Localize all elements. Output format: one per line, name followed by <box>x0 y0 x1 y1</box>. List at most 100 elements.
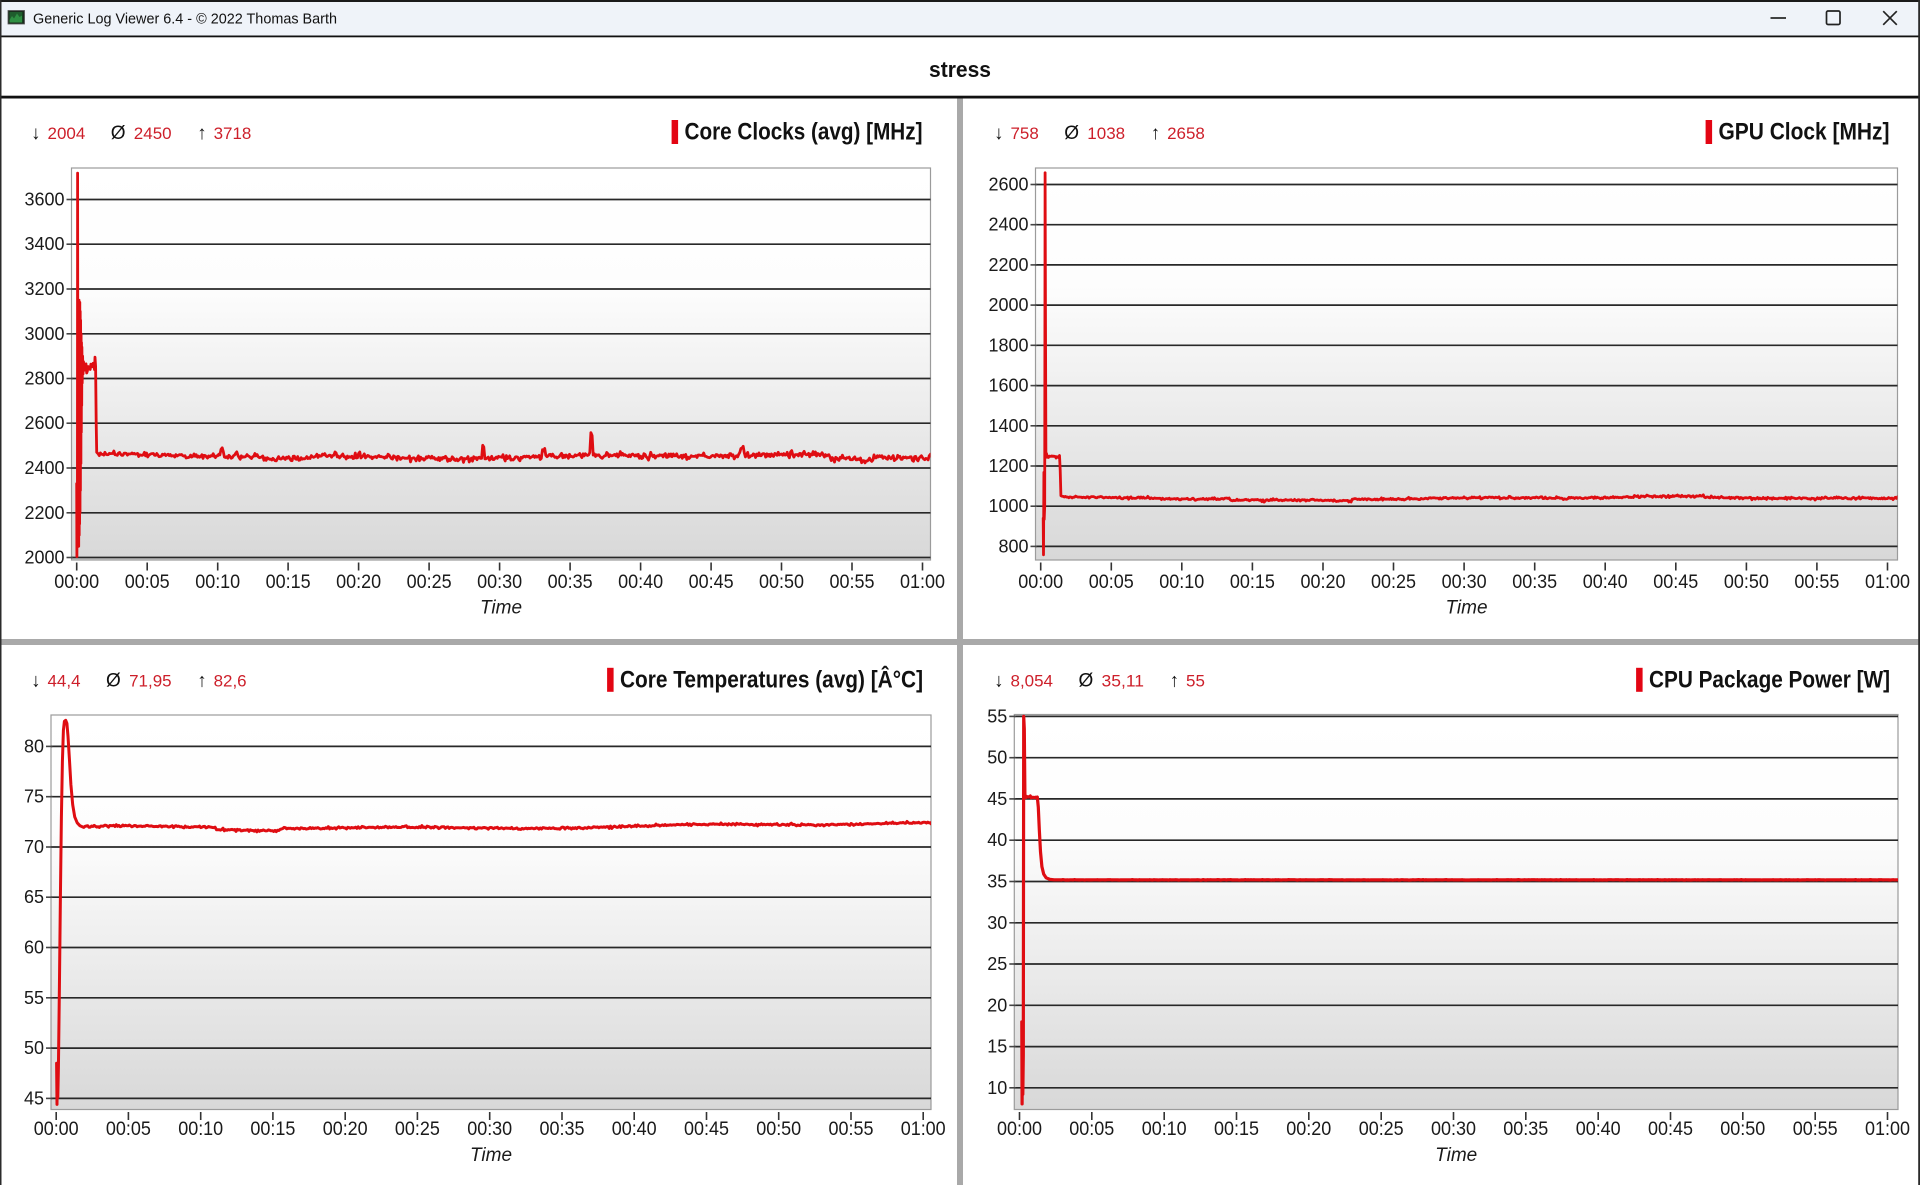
svg-text:01:00: 01:00 <box>901 1119 946 1140</box>
svg-text:00:05: 00:05 <box>106 1119 151 1140</box>
svg-text:2600: 2600 <box>989 175 1029 195</box>
svg-text:2200: 2200 <box>989 255 1029 275</box>
svg-text:00:45: 00:45 <box>689 572 734 593</box>
svg-text:75: 75 <box>24 787 44 807</box>
svg-text:45: 45 <box>987 789 1007 809</box>
svg-text:00:50: 00:50 <box>1720 1119 1765 1140</box>
svg-text:00:55: 00:55 <box>830 572 875 593</box>
svg-text:1600: 1600 <box>989 376 1029 396</box>
svg-text:00:50: 00:50 <box>756 1119 801 1140</box>
svg-text:00:30: 00:30 <box>1442 572 1487 593</box>
svg-text:00:10: 00:10 <box>178 1119 223 1140</box>
svg-text:↑: ↑ <box>1151 123 1161 144</box>
svg-text:2200: 2200 <box>25 503 65 523</box>
svg-text:00:40: 00:40 <box>618 572 663 593</box>
svg-text:82,6: 82,6 <box>214 672 247 691</box>
svg-text:00:20: 00:20 <box>323 1119 368 1140</box>
svg-text:2400: 2400 <box>989 215 1029 235</box>
svg-text:00:10: 00:10 <box>1142 1119 1187 1140</box>
svg-text:00:35: 00:35 <box>1512 572 1557 593</box>
svg-text:Ø: Ø <box>106 671 121 692</box>
svg-text:00:00: 00:00 <box>34 1119 79 1140</box>
svg-text:00:25: 00:25 <box>395 1119 440 1140</box>
svg-text:00:00: 00:00 <box>54 572 99 593</box>
svg-text:00:55: 00:55 <box>829 1119 874 1140</box>
svg-text:stress: stress <box>929 57 991 82</box>
svg-text:00:05: 00:05 <box>1089 572 1134 593</box>
svg-text:↓: ↓ <box>31 123 41 144</box>
svg-text:00:15: 00:15 <box>1230 572 1275 593</box>
svg-text:00:20: 00:20 <box>1301 572 1346 593</box>
svg-text:00:35: 00:35 <box>1503 1119 1548 1140</box>
svg-text:10: 10 <box>987 1078 1007 1098</box>
svg-text:55: 55 <box>1186 672 1205 691</box>
svg-text:3000: 3000 <box>25 324 65 344</box>
svg-text:GPU Clock [MHz]: GPU Clock [MHz] <box>1719 119 1890 146</box>
svg-text:35: 35 <box>987 872 1007 892</box>
svg-text:55: 55 <box>987 706 1007 726</box>
svg-text:↓: ↓ <box>994 671 1004 692</box>
svg-text:CPU Package Power [W]: CPU Package Power [W] <box>1649 666 1890 693</box>
svg-text:01:00: 01:00 <box>1865 572 1910 593</box>
svg-text:35,11: 35,11 <box>1102 672 1145 691</box>
svg-text:00:20: 00:20 <box>1286 1119 1331 1140</box>
svg-text:44,4: 44,4 <box>48 672 81 691</box>
svg-text:00:40: 00:40 <box>1576 1119 1621 1140</box>
svg-text:Time: Time <box>480 598 522 619</box>
svg-text:00:40: 00:40 <box>1583 572 1628 593</box>
svg-text:15: 15 <box>987 1037 1007 1057</box>
svg-text:Time: Time <box>470 1145 512 1166</box>
svg-text:3600: 3600 <box>25 190 65 210</box>
svg-text:1200: 1200 <box>989 456 1029 476</box>
svg-text:3400: 3400 <box>25 234 65 254</box>
svg-text:2000: 2000 <box>25 548 65 568</box>
svg-text:800: 800 <box>999 536 1029 556</box>
svg-text:00:50: 00:50 <box>1724 572 1769 593</box>
svg-text:8,054: 8,054 <box>1011 672 1054 691</box>
svg-text:1000: 1000 <box>989 496 1029 516</box>
svg-text:20: 20 <box>987 995 1007 1015</box>
svg-text:30: 30 <box>987 913 1007 933</box>
svg-text:1800: 1800 <box>989 335 1029 355</box>
svg-text:Ø: Ø <box>111 123 126 144</box>
svg-text:00:10: 00:10 <box>195 572 240 593</box>
svg-text:00:25: 00:25 <box>407 572 452 593</box>
svg-text:00:30: 00:30 <box>477 572 522 593</box>
svg-text:Time: Time <box>1435 1145 1477 1166</box>
svg-text:00:40: 00:40 <box>612 1119 657 1140</box>
svg-text:00:25: 00:25 <box>1359 1119 1404 1140</box>
svg-text:01:00: 01:00 <box>900 572 945 593</box>
svg-text:00:55: 00:55 <box>1794 572 1839 593</box>
svg-text:00:25: 00:25 <box>1371 572 1416 593</box>
svg-text:00:30: 00:30 <box>467 1119 512 1140</box>
svg-text:00:35: 00:35 <box>548 572 593 593</box>
svg-text:3200: 3200 <box>25 279 65 299</box>
svg-text:55: 55 <box>24 988 44 1008</box>
svg-text:Generic Log Viewer 6.4 - © 202: Generic Log Viewer 6.4 - © 2022 Thomas B… <box>33 11 337 28</box>
svg-text:50: 50 <box>987 748 1007 768</box>
svg-text:00:00: 00:00 <box>997 1119 1042 1140</box>
svg-text:00:05: 00:05 <box>125 572 170 593</box>
svg-text:00:45: 00:45 <box>1648 1119 1693 1140</box>
svg-text:758: 758 <box>1011 124 1039 143</box>
svg-text:40: 40 <box>987 830 1007 850</box>
svg-text:1038: 1038 <box>1087 124 1125 143</box>
svg-text:00:45: 00:45 <box>1653 572 1698 593</box>
svg-text:80: 80 <box>24 736 44 756</box>
svg-text:25: 25 <box>987 954 1007 974</box>
svg-text:00:15: 00:15 <box>266 572 311 593</box>
svg-text:2658: 2658 <box>1167 124 1205 143</box>
svg-text:00:55: 00:55 <box>1793 1119 1838 1140</box>
svg-text:2450: 2450 <box>134 124 172 143</box>
svg-text:70: 70 <box>24 837 44 857</box>
svg-text:Ø: Ø <box>1079 671 1094 692</box>
svg-text:↑: ↑ <box>197 123 207 144</box>
svg-text:2000: 2000 <box>989 295 1029 315</box>
svg-text:00:20: 00:20 <box>336 572 381 593</box>
svg-text:2800: 2800 <box>25 369 65 389</box>
svg-text:2400: 2400 <box>25 458 65 478</box>
svg-text:00:10: 00:10 <box>1159 572 1204 593</box>
svg-text:45: 45 <box>24 1088 44 1108</box>
svg-text:2600: 2600 <box>25 413 65 433</box>
svg-text:60: 60 <box>24 938 44 958</box>
